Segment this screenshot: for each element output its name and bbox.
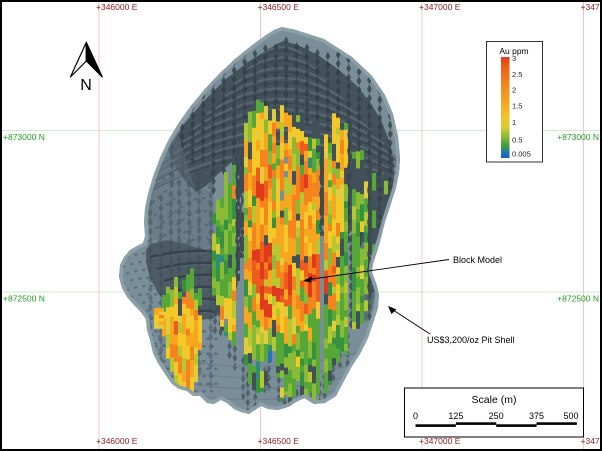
svg-text:+346000 E: +346000 E xyxy=(96,2,138,12)
svg-text:+346500 E: +346500 E xyxy=(258,436,300,446)
svg-text:N: N xyxy=(80,77,92,94)
svg-text:1.5: 1.5 xyxy=(512,102,522,111)
svg-text:250: 250 xyxy=(489,411,504,421)
svg-text:+872500 N: +872500 N xyxy=(557,294,599,304)
svg-text:+346500 E: +346500 E xyxy=(258,2,300,12)
svg-text:+873000 N: +873000 N xyxy=(3,132,45,142)
svg-text:0: 0 xyxy=(413,411,418,421)
svg-text:+873000 N: +873000 N xyxy=(557,132,599,142)
svg-text:2: 2 xyxy=(512,86,516,95)
svg-text:375: 375 xyxy=(529,411,544,421)
svg-text:1: 1 xyxy=(512,118,516,127)
svg-text:+872500 N: +872500 N xyxy=(3,294,45,304)
svg-text:0.005: 0.005 xyxy=(512,150,531,159)
svg-text:+347000 E: +347000 E xyxy=(419,2,461,12)
svg-text:US$3,200/oz Pit Shell: US$3,200/oz Pit Shell xyxy=(427,335,515,345)
svg-text:0.5: 0.5 xyxy=(512,136,522,145)
svg-text:+347000 E: +347000 E xyxy=(419,436,461,446)
svg-text:2.5: 2.5 xyxy=(512,70,522,79)
svg-text:Block Model: Block Model xyxy=(453,255,502,265)
svg-text:+346000 E: +346000 E xyxy=(96,436,138,446)
svg-text:125: 125 xyxy=(448,411,463,421)
svg-text:Au ppm: Au ppm xyxy=(499,46,528,56)
svg-text:+347: +347 xyxy=(581,436,600,446)
svg-text:+347: +347 xyxy=(581,2,600,12)
svg-text:3: 3 xyxy=(512,54,516,63)
svg-text:Scale (m): Scale (m) xyxy=(472,394,517,406)
svg-text:500: 500 xyxy=(563,411,578,421)
